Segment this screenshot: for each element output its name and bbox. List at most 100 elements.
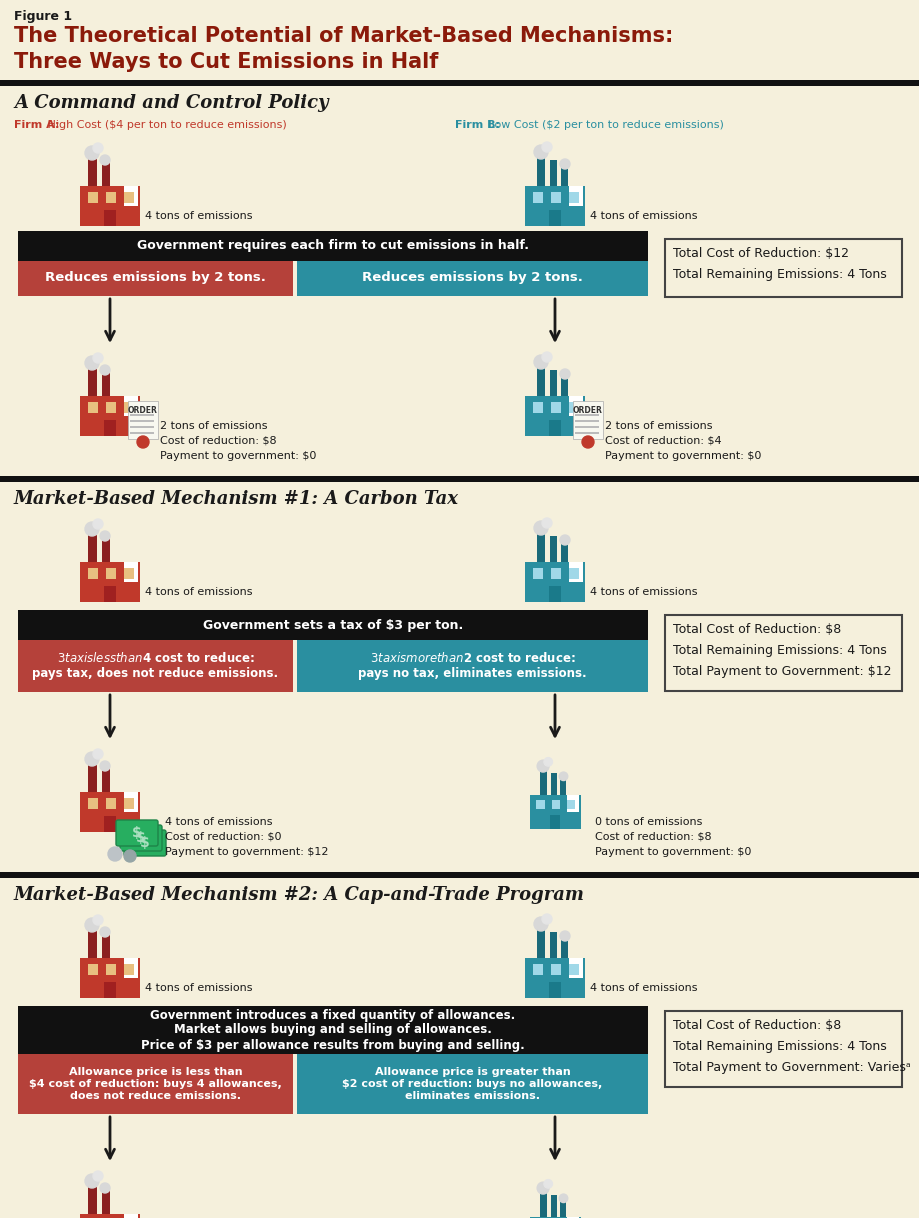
FancyBboxPatch shape <box>116 820 158 847</box>
Bar <box>88 963 98 974</box>
Bar <box>102 371 110 396</box>
Bar <box>573 401 603 438</box>
Bar <box>106 192 116 203</box>
Circle shape <box>124 850 136 862</box>
Circle shape <box>560 535 570 544</box>
Bar <box>550 815 560 829</box>
Bar <box>539 1190 547 1217</box>
Bar <box>124 186 138 206</box>
Bar <box>539 767 547 795</box>
Text: $: $ <box>140 836 150 850</box>
Bar <box>569 959 583 978</box>
Circle shape <box>100 531 110 541</box>
Bar <box>88 568 98 579</box>
Circle shape <box>85 523 99 536</box>
Text: 0 tons of emissions
Cost of reduction: $8
Payment to government: $0: 0 tons of emissions Cost of reduction: $… <box>595 817 752 856</box>
Circle shape <box>544 758 552 766</box>
Circle shape <box>100 927 110 937</box>
Bar <box>550 773 557 795</box>
Bar <box>104 420 116 436</box>
FancyBboxPatch shape <box>120 825 162 851</box>
Text: 2 tons of emissions
Cost of reduction: $8
Payment to government: $0: 2 tons of emissions Cost of reduction: $… <box>160 421 316 460</box>
Text: Firm A:: Firm A: <box>14 121 60 130</box>
Bar <box>128 401 158 438</box>
Bar <box>525 561 585 602</box>
Circle shape <box>93 749 103 759</box>
Bar <box>130 414 154 417</box>
Bar <box>88 153 97 186</box>
Bar <box>130 420 154 421</box>
Circle shape <box>108 847 122 861</box>
Bar <box>537 364 545 396</box>
Bar <box>525 396 585 436</box>
Circle shape <box>582 436 594 448</box>
Bar <box>88 364 97 396</box>
Bar <box>104 816 116 832</box>
Text: Government introduces a fixed quantity of allowances.
Market allows buying and s: Government introduces a fixed quantity o… <box>142 1009 525 1051</box>
Bar <box>529 795 581 829</box>
Bar <box>124 798 134 809</box>
Text: 4 tons of emissions: 4 tons of emissions <box>590 983 698 993</box>
Text: Allowance price is greater than
$2 cost of reduction: buys no allowances,
elimin: Allowance price is greater than $2 cost … <box>343 1067 603 1101</box>
Text: Government sets a tax of $3 per ton.: Government sets a tax of $3 per ton. <box>203 619 463 631</box>
Circle shape <box>560 369 570 379</box>
Bar <box>569 186 583 206</box>
Text: 2 tons of emissions
Cost of reduction: $4
Payment to government: $0: 2 tons of emissions Cost of reduction: $… <box>605 421 761 460</box>
Text: Total Cost of Reduction: $8
Total Remaining Emissions: 4 Tons
Total Payment to G: Total Cost of Reduction: $8 Total Remain… <box>673 622 891 678</box>
Bar <box>561 938 568 959</box>
Bar <box>569 192 579 203</box>
Bar <box>575 420 599 421</box>
Bar <box>533 568 543 579</box>
Text: Government requires each firm to cut emissions in half.: Government requires each firm to cut emi… <box>137 240 529 252</box>
Bar <box>537 530 545 561</box>
Bar <box>102 538 110 561</box>
Circle shape <box>560 772 568 781</box>
Text: 4 tons of emissions: 4 tons of emissions <box>145 211 253 220</box>
Bar <box>575 414 599 417</box>
Text: ORDER: ORDER <box>573 406 603 415</box>
Bar <box>88 530 97 561</box>
Circle shape <box>93 353 103 363</box>
Text: Market-Based Mechanism #1: A Carbon Tax: Market-Based Mechanism #1: A Carbon Tax <box>14 490 459 508</box>
Bar <box>550 370 557 396</box>
Bar <box>0 476 919 482</box>
Text: $3 tax is more than $2 cost to reduce:
pays no tax, eliminates emissions.: $3 tax is more than $2 cost to reduce: p… <box>358 652 587 681</box>
Circle shape <box>544 1179 552 1188</box>
Bar <box>569 561 583 582</box>
Bar <box>551 402 561 413</box>
Bar <box>665 1011 902 1086</box>
Bar <box>533 192 543 203</box>
Bar <box>124 402 134 413</box>
Bar <box>18 261 293 296</box>
Bar <box>102 769 110 792</box>
Bar <box>575 426 599 428</box>
Bar <box>525 959 585 998</box>
Bar <box>537 926 545 959</box>
Bar <box>124 396 138 417</box>
Circle shape <box>100 761 110 771</box>
Circle shape <box>534 354 548 369</box>
Circle shape <box>85 356 99 370</box>
Circle shape <box>560 160 570 169</box>
Bar <box>18 1006 648 1054</box>
Bar <box>130 426 154 428</box>
Bar <box>88 760 97 792</box>
Bar <box>551 568 561 579</box>
Bar <box>102 934 110 959</box>
Circle shape <box>542 914 552 924</box>
Bar <box>104 586 116 602</box>
Circle shape <box>85 752 99 766</box>
Text: A Command and Control Policy: A Command and Control Policy <box>14 94 329 112</box>
Text: The Theoretical Potential of Market-Based Mechanisms:: The Theoretical Potential of Market-Base… <box>14 26 674 46</box>
Bar <box>106 402 116 413</box>
Bar <box>567 795 579 812</box>
Circle shape <box>85 1174 99 1188</box>
Bar <box>549 982 561 998</box>
Bar <box>0 80 919 86</box>
Text: $: $ <box>136 831 146 845</box>
Text: Low Cost ($2 per ton to reduce emissions): Low Cost ($2 per ton to reduce emissions… <box>485 121 724 130</box>
Bar <box>297 639 648 692</box>
Bar <box>88 798 98 809</box>
Circle shape <box>85 146 99 160</box>
Text: Firm B:: Firm B: <box>455 121 500 130</box>
